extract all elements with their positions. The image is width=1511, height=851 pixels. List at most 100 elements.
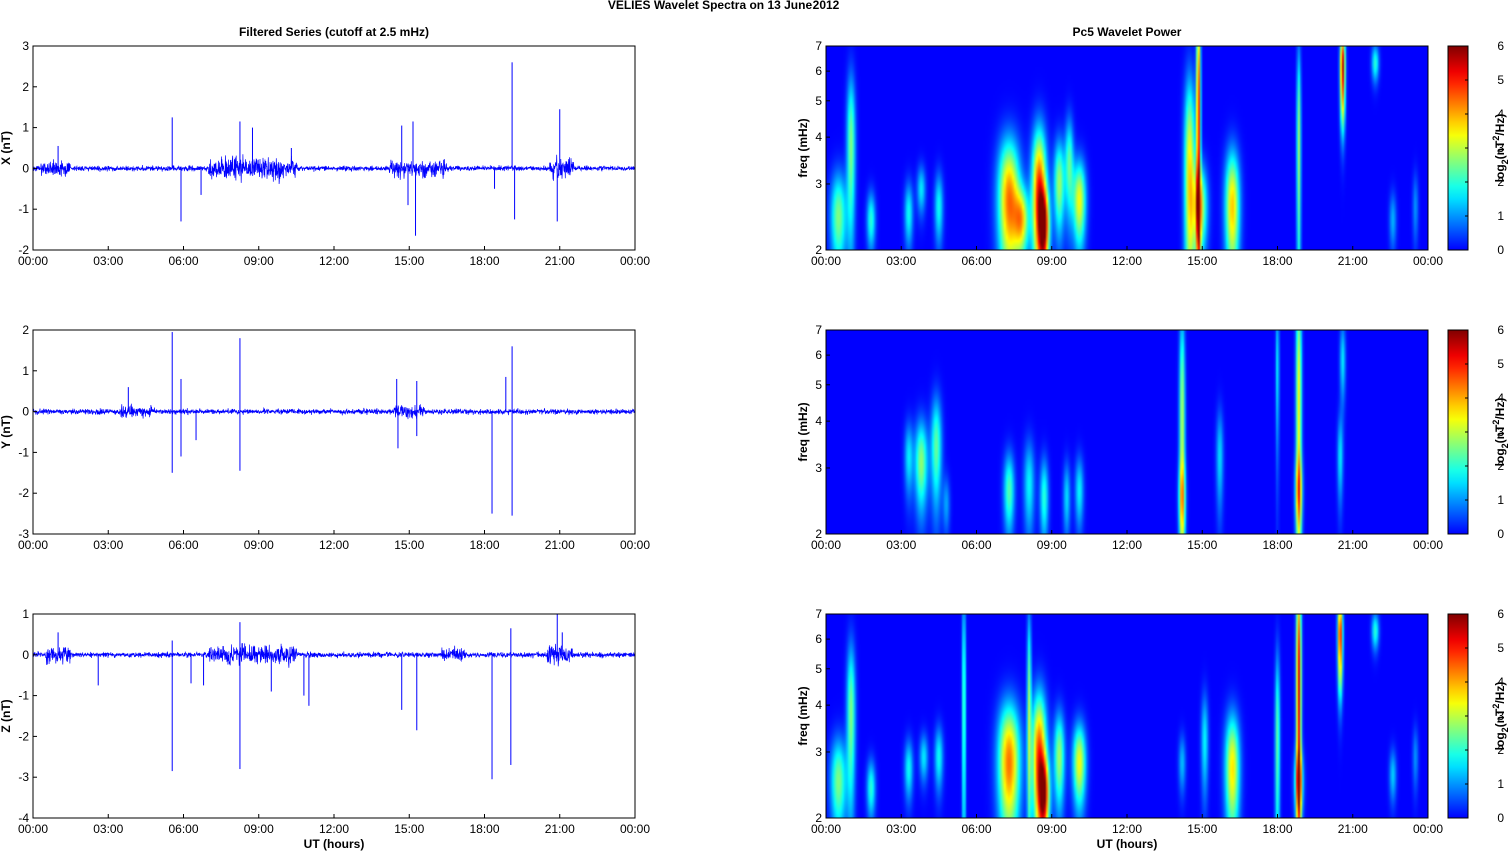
colorbar-label: log2(nT2/Hz) <box>1491 682 1510 751</box>
x-tick-label: 00:00 <box>620 254 650 268</box>
x-tick-label: 06:00 <box>961 538 991 552</box>
y-tick-label: 2 <box>815 811 822 825</box>
x-tick-label: 00:00 <box>811 538 841 552</box>
y-tick-label: -1 <box>18 445 29 459</box>
y-tick-label: 7 <box>815 323 822 337</box>
x-tick-label: 15:00 <box>1187 822 1217 836</box>
y-tick-label: 1 <box>22 121 29 135</box>
y-tick-label: 5 <box>815 662 822 676</box>
right-xlabel: UT (hours) <box>1097 837 1158 851</box>
x-tick-label: 00:00 <box>18 822 48 836</box>
x-tick-label: 18:00 <box>469 254 499 268</box>
y-tick-label: 2 <box>815 527 822 541</box>
x-tick-label: 06:00 <box>168 254 198 268</box>
y-axis-label: freq (mHz) <box>796 402 810 461</box>
y-axis-label: freq (mHz) <box>796 118 810 177</box>
wavelet-power-image <box>826 46 1428 250</box>
plot-area <box>33 330 635 534</box>
y-tick-label: 1 <box>22 607 29 621</box>
y-tick-label: -1 <box>18 202 29 216</box>
colorbar-tick-label: 6 <box>1497 607 1504 621</box>
x-tick-label: 12:00 <box>1112 822 1142 836</box>
x-tick-label: 18:00 <box>1262 254 1292 268</box>
x-tick-label: 18:00 <box>1262 538 1292 552</box>
colorbar-label: log2(nT2/Hz) <box>1491 114 1510 183</box>
x-tick-label: 18:00 <box>469 538 499 552</box>
colorbar: 0 1 2 3 4 5 6 log2(nT2/Hz) <box>1447 39 1510 257</box>
y-tick-label: -3 <box>18 527 29 541</box>
y-tick-label: 4 <box>815 130 822 144</box>
colorbar-tick-label: 0 <box>1497 243 1504 257</box>
plot-area <box>33 614 635 818</box>
x-tick-label: 15:00 <box>394 822 424 836</box>
y-tick-label: 0 <box>22 161 29 175</box>
x-tick-label: 15:00 <box>394 538 424 552</box>
x-tick-label: 03:00 <box>93 822 123 836</box>
colorbar-tick-label: 6 <box>1497 39 1504 53</box>
series-trace <box>32 643 636 668</box>
y-tick-label: 5 <box>815 378 822 392</box>
x-tick-label: 21:00 <box>1338 822 1368 836</box>
x-tick-label: 12:00 <box>319 538 349 552</box>
wavelet-panel-x: 2 3 4 5 6 7 00:00 03:00 06:00 09:00 12:00 15:00 18:0… <box>796 39 1510 268</box>
y-tick-label: 5 <box>815 94 822 108</box>
y-tick-label: 2 <box>815 243 822 257</box>
x-tick-label: 06:00 <box>961 822 991 836</box>
x-tick-label: 21:00 <box>545 822 575 836</box>
y-tick-label: 2 <box>22 323 29 337</box>
timeseries-panel-x: -2 -1 0 1 2 3 00:00 03:00 06:00 09:00 12:00 15:00 18… <box>0 39 650 268</box>
x-tick-label: 09:00 <box>1037 538 1067 552</box>
x-tick-label: 09:00 <box>1037 254 1067 268</box>
x-tick-label: 03:00 <box>93 538 123 552</box>
plot-area <box>33 46 635 250</box>
wavelet-panel-y: 2 3 4 5 6 7 00:00 03:00 06:00 09:00 12:00 15:00 18:0… <box>796 323 1510 552</box>
x-tick-label: 03:00 <box>886 254 916 268</box>
x-tick-label: 00:00 <box>1413 538 1443 552</box>
x-tick-label: 06:00 <box>168 822 198 836</box>
colorbar: 0 1 2 3 4 5 6 log2(nT2/Hz) <box>1447 607 1510 825</box>
figure-suptitle-year: 2012 <box>813 0 840 12</box>
colorbar-tick-label: 3 <box>1497 709 1504 723</box>
y-axis-label: X (nT) <box>0 131 13 165</box>
colorbar-tick-label: 3 <box>1497 141 1504 155</box>
wavelet-power-image <box>826 614 1428 818</box>
x-tick-label: 21:00 <box>1338 254 1368 268</box>
colorbar-tick-label: 5 <box>1497 357 1504 371</box>
x-tick-label: 21:00 <box>1338 538 1368 552</box>
x-tick-label: 18:00 <box>1262 822 1292 836</box>
x-tick-label: 18:00 <box>469 822 499 836</box>
x-tick-label: 06:00 <box>168 538 198 552</box>
x-tick-label: 03:00 <box>886 822 916 836</box>
y-tick-label: 3 <box>22 39 29 53</box>
x-tick-label: 06:00 <box>961 254 991 268</box>
x-tick-label: 00:00 <box>18 538 48 552</box>
x-tick-label: 15:00 <box>1187 254 1217 268</box>
y-tick-label: 6 <box>815 64 822 78</box>
y-tick-label: 4 <box>815 414 822 428</box>
y-tick-label: 3 <box>815 461 822 475</box>
y-axis-label: Y (nT) <box>0 415 13 449</box>
x-tick-label: 09:00 <box>244 538 274 552</box>
colorbar-tick-label: 4 <box>1497 675 1504 689</box>
colorbar: 0 1 2 3 4 5 6 log2(nT2/Hz) <box>1447 323 1510 541</box>
colorbar-tick-label: 5 <box>1497 73 1504 87</box>
colorbar-label: log2(nT2/Hz) <box>1491 398 1510 467</box>
y-tick-label: 2 <box>22 80 29 94</box>
wavelet-power-image <box>826 330 1428 534</box>
y-tick-label: -2 <box>18 243 29 257</box>
colorbar-tick-label: 1 <box>1497 493 1504 507</box>
series-trace <box>32 154 636 185</box>
filtered-series-title: Filtered Series (cutoff at 2.5 mHz) <box>239 25 429 39</box>
timeseries-panel-y: -3 -2 -1 0 1 2 00:00 03:00 06:00 09:00 12:00 15:00 1… <box>0 323 650 552</box>
series-trace <box>32 403 636 420</box>
figure-suptitle: VELIES Wavelet Spectra on 13 June <box>608 0 813 12</box>
y-tick-label: 0 <box>22 405 29 419</box>
x-tick-label: 12:00 <box>1112 254 1142 268</box>
y-tick-label: -4 <box>18 811 29 825</box>
colorbar-tick-label: 2 <box>1497 743 1504 757</box>
y-tick-label: 6 <box>815 348 822 362</box>
x-tick-label: 12:00 <box>319 822 349 836</box>
left-xlabel: UT (hours) <box>304 837 365 851</box>
y-axis-label: freq (mHz) <box>796 686 810 745</box>
x-tick-label: 09:00 <box>1037 822 1067 836</box>
